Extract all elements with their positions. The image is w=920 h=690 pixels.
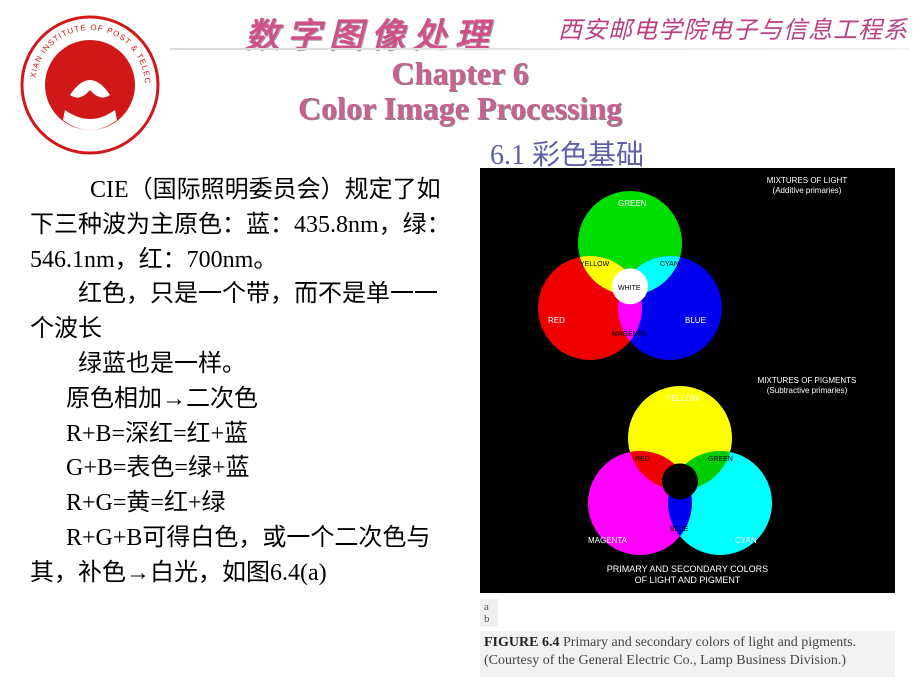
figure-caption: FIGURE 6.4 Primary and secondary colors … <box>480 631 895 676</box>
department-title: 西安邮电学院电子与信息工程系 <box>558 10 908 45</box>
svg-text:BLACK: BLACK <box>668 480 691 487</box>
svg-text:YELLOW: YELLOW <box>580 261 610 268</box>
subtractive-venn: YELLOW MAGENTA CYAN RED GREEN BLACK BLUE <box>580 383 780 563</box>
header-divider <box>170 48 910 50</box>
svg-text:BLUE: BLUE <box>670 526 689 533</box>
text-column: CIE（国际照明委员会）规定了如下三种波为主原色：蓝：435.8nm，绿：546… <box>30 173 460 591</box>
chapter-number: Chapter 6 <box>0 55 920 92</box>
figure-column: MIXTURES OF LIGHT(Additive primaries) MI… <box>480 168 895 677</box>
label-a: a <box>484 601 489 613</box>
chapter-name: Color Image Processing <box>0 90 920 127</box>
para-gb: 绿蓝也是一样。 <box>30 347 460 382</box>
slide-content: CIE（国际照明委员会）规定了如下三种波为主原色：蓝：435.8nm，绿：546… <box>0 165 920 591</box>
slide-header: XIAN INSTITUTE OF POST & TELECOMMUNICATI… <box>0 0 920 165</box>
para-primary-add: 原色相加→二次色 <box>30 382 460 417</box>
subfigure-labels: a b <box>480 599 498 627</box>
para-rg: R+G=黄=红+绿 <box>30 486 460 521</box>
panel-caption: PRIMARY AND SECONDARY COLORSOF LIGHT AND… <box>480 564 895 587</box>
para-red: 红色，只是一个带，而不是单一一个波长 <box>30 277 460 347</box>
color-diagram-panel: MIXTURES OF LIGHT(Additive primaries) MI… <box>480 168 895 593</box>
svg-text:RED: RED <box>635 456 650 463</box>
chapter-heading: Chapter 6 Color Image Processing <box>0 55 920 127</box>
para-gb2: G+B=表色=绿+蓝 <box>30 451 460 486</box>
svg-text:西安邮电学院: 西安邮电学院 <box>60 132 120 145</box>
additive-venn: GREEN RED BLUE YELLOW CYAN WHITE MAGENTA <box>530 188 730 368</box>
svg-text:WHITE: WHITE <box>618 285 641 292</box>
para-rb: R+B=深红=红+蓝 <box>30 417 460 452</box>
para-cie: CIE（国际照明委员会）规定了如下三种波为主原色：蓝：435.8nm，绿：546… <box>30 173 460 277</box>
label-b: b <box>484 613 490 625</box>
svg-text:GREEN: GREEN <box>708 456 733 463</box>
svg-text:GREEN: GREEN <box>618 199 647 208</box>
svg-text:RED: RED <box>548 316 565 325</box>
para-rgb: R+G+B可得白色，或一个二次色与其，补色→白光，如图6.4(a) <box>30 521 460 591</box>
svg-text:YELLOW: YELLOW <box>666 394 700 403</box>
svg-text:MAGENTA: MAGENTA <box>612 331 646 338</box>
svg-text:CYAN: CYAN <box>735 536 757 545</box>
svg-text:MAGENTA: MAGENTA <box>588 536 628 545</box>
svg-text:CYAN: CYAN <box>660 261 679 268</box>
figure-caption-bold: FIGURE 6.4 <box>484 635 559 650</box>
additive-title: MIXTURES OF LIGHT(Additive primaries) <box>737 176 877 195</box>
svg-text:BLUE: BLUE <box>685 316 706 325</box>
